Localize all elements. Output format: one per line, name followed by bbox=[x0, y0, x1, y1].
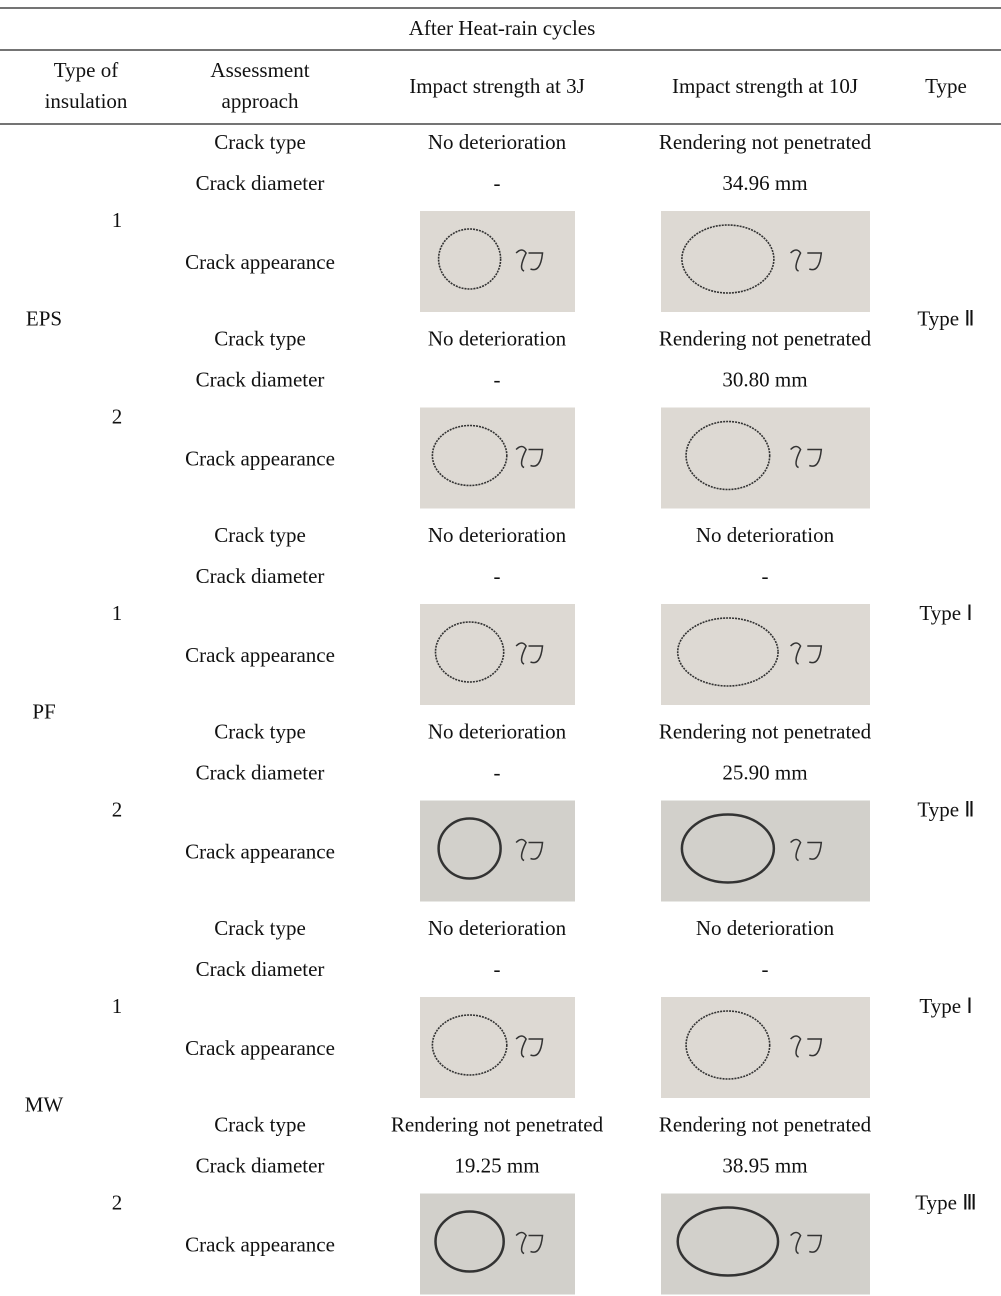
sample-id: 1 bbox=[112, 601, 123, 625]
header-line: Type of bbox=[54, 58, 118, 82]
row-label: Crack diameter bbox=[196, 957, 325, 981]
row-label: Crack type bbox=[214, 523, 306, 547]
crack-photo bbox=[420, 408, 575, 509]
photo-background bbox=[661, 1194, 870, 1295]
photo-background bbox=[661, 801, 870, 902]
header-line: approach bbox=[222, 89, 299, 113]
type-label: Type Ⅱ bbox=[917, 306, 974, 330]
crack-diameter: 38.95 mm bbox=[722, 1153, 807, 1177]
crack-type: No deterioration bbox=[428, 130, 567, 154]
crack-diameter: - bbox=[494, 171, 501, 195]
insulation-label: PF bbox=[32, 699, 55, 723]
crack-diameter: 30.80 mm bbox=[722, 367, 807, 391]
crack-diameter: - bbox=[762, 957, 769, 981]
insulation-label: MW bbox=[25, 1092, 64, 1116]
crack-diameter: - bbox=[494, 760, 501, 784]
crack-diameter: 25.90 mm bbox=[722, 760, 807, 784]
crack-type: Rendering not penetrated bbox=[659, 719, 872, 743]
page: After Heat-rain cycles Type of insulation… bbox=[0, 0, 1001, 1296]
row-label: Crack diameter bbox=[196, 171, 325, 195]
crack-type: No deterioration bbox=[696, 523, 835, 547]
crack-diameter: - bbox=[494, 564, 501, 588]
column-header: Type bbox=[925, 74, 967, 98]
table: After Heat-rain cycles Type of insulation… bbox=[0, 0, 1001, 1296]
crack-photo bbox=[661, 211, 870, 312]
crack-diameter: 34.96 mm bbox=[722, 171, 807, 195]
crack-photo bbox=[661, 604, 870, 705]
type-label: Type Ⅰ bbox=[919, 994, 972, 1018]
photo-background bbox=[661, 211, 870, 312]
photo-background bbox=[420, 801, 575, 902]
crack-diameter: - bbox=[494, 957, 501, 981]
row-label: Crack appearance bbox=[185, 1232, 335, 1256]
crack-photo bbox=[661, 1194, 870, 1295]
table-title: After Heat-rain cycles bbox=[409, 16, 596, 40]
photo-background bbox=[661, 408, 870, 509]
crack-type: Rendering not penetrated bbox=[659, 1112, 872, 1136]
column-header: Type of insulation bbox=[45, 58, 128, 113]
crack-diameter: 19.25 mm bbox=[454, 1153, 539, 1177]
sample-id: 2 bbox=[112, 404, 123, 428]
crack-type: No deterioration bbox=[428, 326, 567, 350]
row-label: Crack diameter bbox=[196, 760, 325, 784]
column-header: Impact strength at 3J bbox=[409, 74, 585, 98]
crack-type: No deterioration bbox=[428, 523, 567, 547]
photo-background bbox=[420, 1194, 575, 1295]
photo-background bbox=[661, 604, 870, 705]
crack-type: No deterioration bbox=[428, 916, 567, 940]
sample-id: 1 bbox=[112, 208, 123, 232]
row-label: Crack type bbox=[214, 1112, 306, 1136]
photo-background bbox=[420, 997, 575, 1098]
sample-id: 1 bbox=[112, 994, 123, 1018]
type-label: Type Ⅲ bbox=[915, 1190, 976, 1214]
row-label: Crack appearance bbox=[185, 1036, 335, 1060]
crack-photo bbox=[661, 801, 870, 902]
header-line: Assessment bbox=[210, 58, 309, 82]
crack-type: Rendering not penetrated bbox=[659, 326, 872, 350]
type-label: Type Ⅱ bbox=[917, 797, 974, 821]
row-label: Crack appearance bbox=[185, 839, 335, 863]
crack-diameter: - bbox=[494, 367, 501, 391]
crack-photo bbox=[420, 997, 575, 1098]
row-label: Crack appearance bbox=[185, 250, 335, 274]
crack-photo bbox=[420, 801, 575, 902]
crack-photo bbox=[420, 1194, 575, 1295]
column-header: Impact strength at 10J bbox=[672, 74, 858, 98]
crack-photo bbox=[420, 211, 575, 312]
crack-type: Rendering not penetrated bbox=[659, 130, 872, 154]
row-label: Crack appearance bbox=[185, 643, 335, 667]
insulation-label: EPS bbox=[26, 306, 62, 330]
row-label: Crack type bbox=[214, 130, 306, 154]
crack-photo bbox=[661, 997, 870, 1098]
row-label: Crack appearance bbox=[185, 446, 335, 470]
crack-photo bbox=[420, 604, 575, 705]
photo-background bbox=[420, 408, 575, 509]
row-label: Crack diameter bbox=[196, 564, 325, 588]
header-line: insulation bbox=[45, 89, 128, 113]
photo-background bbox=[420, 211, 575, 312]
row-label: Crack type bbox=[214, 916, 306, 940]
column-header: Assessment approach bbox=[210, 58, 309, 113]
crack-type: No deterioration bbox=[696, 916, 835, 940]
crack-type: No deterioration bbox=[428, 719, 567, 743]
row-label: Crack type bbox=[214, 326, 306, 350]
row-label: Crack diameter bbox=[196, 1153, 325, 1177]
type-label: Type Ⅰ bbox=[919, 601, 972, 625]
sample-id: 2 bbox=[112, 797, 123, 821]
photo-background bbox=[420, 604, 575, 705]
photo-background bbox=[661, 997, 870, 1098]
row-label: Crack type bbox=[214, 719, 306, 743]
sample-id: 2 bbox=[112, 1190, 123, 1214]
row-label: Crack diameter bbox=[196, 367, 325, 391]
crack-diameter: - bbox=[762, 564, 769, 588]
crack-type: Rendering not penetrated bbox=[391, 1112, 604, 1136]
crack-photo bbox=[661, 408, 870, 509]
